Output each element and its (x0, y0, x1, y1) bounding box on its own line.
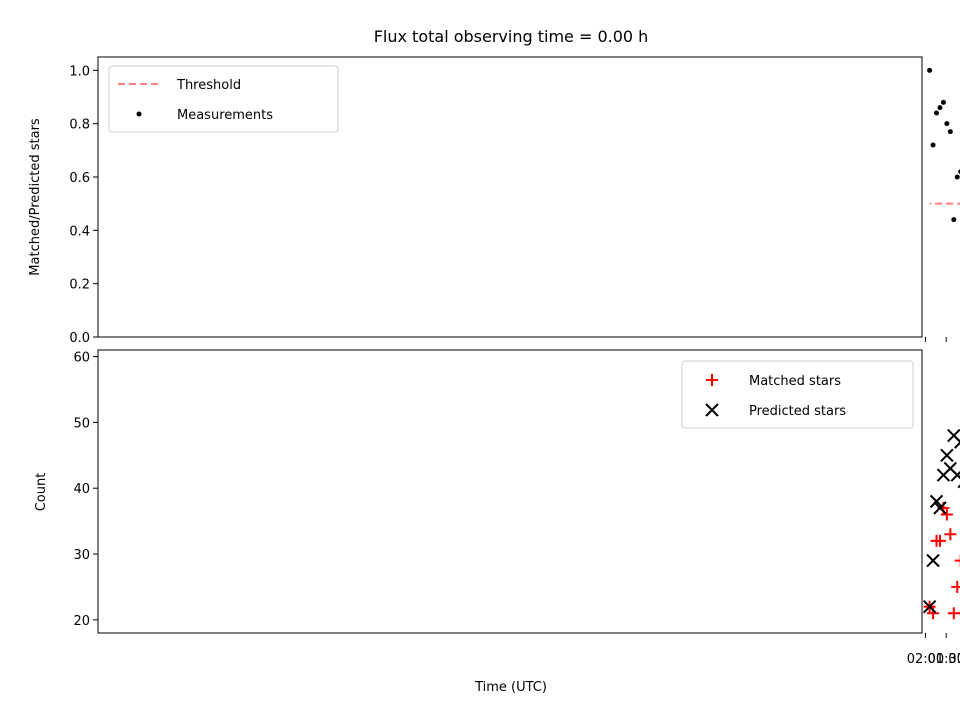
predicted-star-point-b (926, 553, 940, 568)
predicted-star-point-b (922, 599, 937, 614)
measurement-point (954, 174, 960, 180)
top-y-tick-label: 1.0 (69, 64, 90, 79)
matched-star-point (951, 580, 960, 593)
top-y-tick-label: 0.0 (69, 331, 90, 346)
matched-stars-legend-label: Matched stars (749, 374, 841, 389)
predicted-stars-legend-marker (705, 403, 719, 417)
bottom-y-axis-label: Count (34, 473, 49, 512)
matched-star-point (954, 554, 960, 567)
bottom-plot-frame (97, 349, 923, 634)
matched-stars-series (923, 501, 960, 620)
predicted-star-point-b (929, 494, 944, 509)
matched-star-point (940, 508, 953, 521)
measurement-point (944, 121, 950, 127)
bottom-legend-box (681, 360, 914, 429)
bottom-plot-panel: 20 30 40 50 60 22:0022:3023:0023:3000:0000:3… (34, 349, 960, 695)
predicted-star-point-b (940, 448, 954, 463)
measurement-point (951, 217, 957, 223)
measurement-point (937, 105, 943, 111)
top-plot-panel: 0.0 0.2 0.4 0.6 0.8 1.0 Matched/Predicted sta… (28, 56, 960, 346)
bottom-x-tick-label: 01:00 (948, 652, 960, 667)
matched-stars-legend-marker (706, 374, 718, 386)
top-x-axis (924, 337, 947, 342)
predicted-star-point-b (947, 428, 960, 443)
bottom-x-tick-label: 02:00 (907, 652, 944, 667)
bottom-x-axis-label: Time (UTC) (474, 680, 547, 695)
bottom-x-tick-label: 01:30 (927, 652, 960, 667)
predicted-stars-legend-label: Predicted stars (749, 404, 846, 419)
top-chart-title: Flux total observing time = 0.00 h (374, 27, 649, 46)
bottom-y-axis: 20 30 40 50 60 (73, 351, 98, 629)
predicted-star-point (922, 599, 937, 614)
predicted-star-point-b (954, 441, 960, 449)
threshold-legend-label: Threshold (176, 78, 241, 93)
top-legend-box (108, 65, 339, 133)
measurement-point (930, 142, 936, 148)
predicted-star-point-b (936, 468, 951, 482)
top-plot-frame (97, 56, 923, 338)
bottom-y-tick-label: 50 (73, 416, 90, 431)
top-y-axis-label: Matched/Predicted stars (28, 118, 43, 276)
bottom-y-tick-label: 30 (73, 548, 90, 563)
predicted-star-point-b (933, 501, 947, 515)
top-y-tick-label: 0.8 (69, 118, 90, 133)
predicted-star-point (933, 501, 947, 515)
predicted-star-point (929, 494, 944, 509)
predicted-star-point (936, 468, 951, 482)
measurements-series (927, 67, 960, 223)
measurements-legend-label: Measurements (177, 108, 273, 123)
measurement-point (934, 110, 940, 116)
predicted-star-point (926, 553, 940, 568)
bottom-y-tick-label: 20 (73, 614, 90, 629)
top-y-tick-label: 0.6 (69, 171, 90, 186)
measurements-legend-marker (136, 111, 142, 117)
bottom-x-axis: 22:0022:3023:0023:3000:0000:3001:0001:30… (907, 633, 960, 667)
predicted-stars-series (922, 428, 960, 614)
top-legend: Threshold Measurements (108, 65, 339, 133)
bottom-y-tick-label: 40 (73, 482, 90, 497)
bottom-legend: Matched stars Predicted stars (681, 360, 914, 429)
measurement-point (940, 99, 946, 105)
matched-star-point (930, 534, 943, 547)
measurement-point (947, 129, 953, 135)
top-y-axis: 0.0 0.2 0.4 0.6 0.8 1.0 (69, 64, 98, 346)
top-y-tick-label: 0.4 (69, 224, 90, 239)
matched-star-point (944, 528, 957, 541)
bottom-y-tick-label: 60 (73, 351, 90, 366)
predicted-star-point-b (950, 470, 960, 482)
top-y-tick-label: 0.2 (69, 278, 90, 293)
predicted-star-point (947, 428, 960, 443)
predicted-star-point (940, 448, 954, 463)
matched-star-point (947, 607, 960, 620)
measurement-point (927, 67, 933, 73)
